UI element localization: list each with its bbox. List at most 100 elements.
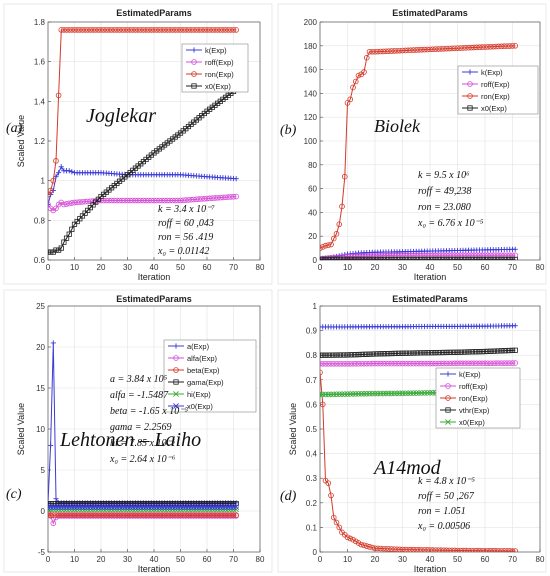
series-point (212, 503, 218, 510)
legend-entry: alfa(Exp) (187, 354, 218, 363)
series-point (509, 43, 516, 49)
x-tick-label: 70 (229, 555, 238, 564)
series-point (507, 347, 513, 354)
series-point (402, 47, 409, 54)
series-point (413, 390, 420, 397)
series-point (427, 389, 433, 396)
series-point (103, 512, 110, 518)
series-point (476, 256, 483, 260)
series-point (48, 503, 54, 510)
series-point (457, 252, 464, 259)
series-point (413, 360, 420, 367)
series-point (490, 43, 497, 50)
series-point (188, 27, 194, 33)
series-point (48, 501, 54, 507)
series-point (98, 27, 104, 33)
series-point (164, 501, 170, 507)
series-point (69, 169, 75, 175)
series-point (429, 547, 436, 552)
series-point (325, 361, 332, 367)
x-axis-label: Iteration (138, 564, 171, 574)
parameter-annotation: x₀ = 0.01142 (157, 246, 209, 257)
series-point (177, 27, 184, 33)
series-point (90, 202, 96, 208)
series-point (137, 512, 144, 518)
series-point (201, 195, 208, 202)
series-point (130, 512, 136, 518)
series-point (460, 360, 466, 367)
series-point (320, 361, 326, 367)
series-point (148, 512, 155, 518)
series-point (432, 252, 439, 259)
series-point (98, 503, 104, 510)
series-point (424, 252, 431, 259)
series-point (347, 253, 354, 260)
series-point (506, 43, 513, 49)
x-tick-label: 0 (46, 555, 51, 564)
series-point (405, 360, 411, 367)
series-point (180, 197, 186, 204)
series-point (172, 501, 178, 507)
series-point (198, 503, 205, 510)
y-tick-label: 0 (313, 256, 318, 265)
series-point (159, 503, 165, 510)
series-point (198, 27, 205, 33)
series-point (449, 547, 455, 552)
series-point (509, 548, 516, 552)
chart-panel-a: EstimatedParams 0 10 20 30 40 50 60 70 80 0.6 0.8 1 1… (3, 3, 273, 285)
parameter-annotation: ron = 56 .419 (158, 232, 213, 243)
parameter-annotation: x₀ = 2.64 x 10⁻⁶ (109, 454, 176, 465)
legend-entry: k(Exp) (481, 68, 503, 77)
series-point (440, 252, 447, 259)
series-point (164, 27, 171, 33)
legend-swatch-marker (173, 355, 179, 361)
series-point (419, 350, 425, 356)
series-point (498, 256, 505, 260)
series-point (512, 347, 518, 353)
series-point (214, 27, 221, 33)
series-point (201, 27, 208, 33)
series-point (79, 199, 86, 205)
series-point (449, 360, 455, 367)
series-point (473, 252, 480, 259)
series-point (504, 360, 510, 366)
y-tick-label: 0.3 (306, 474, 318, 483)
series-point (87, 198, 94, 205)
series-point (509, 252, 516, 259)
series-point (344, 352, 351, 358)
series-point (331, 256, 337, 260)
series-point (127, 503, 134, 510)
series-point (146, 501, 152, 507)
series-point (161, 512, 168, 518)
series-point (361, 253, 367, 259)
chart-title: EstimatedParams (116, 8, 192, 18)
series-point (350, 253, 356, 260)
series-point (185, 27, 192, 33)
series-point (121, 503, 128, 510)
series-line-3 (48, 89, 237, 253)
series-point (493, 548, 499, 552)
x-axis-label: Iteration (138, 272, 171, 282)
series-point (50, 512, 57, 518)
series-point (217, 512, 224, 518)
series-point (375, 351, 381, 357)
series-point (56, 501, 62, 507)
series-point (185, 512, 192, 518)
series-point (193, 27, 200, 33)
series-point (493, 360, 499, 367)
series-point (344, 100, 351, 106)
series-point (212, 195, 218, 201)
series-point (60, 503, 67, 510)
series-point (396, 390, 403, 397)
series-point (71, 199, 78, 206)
legend-entry: roff(Exp) (481, 80, 510, 89)
legend-swatch-marker (467, 81, 473, 87)
series-point (396, 47, 403, 54)
series-point (339, 352, 345, 358)
series-point (476, 349, 483, 355)
series-point (206, 195, 213, 202)
series-point (106, 197, 112, 204)
series-point (175, 27, 181, 33)
series-point (493, 252, 499, 259)
series-point (108, 503, 115, 510)
